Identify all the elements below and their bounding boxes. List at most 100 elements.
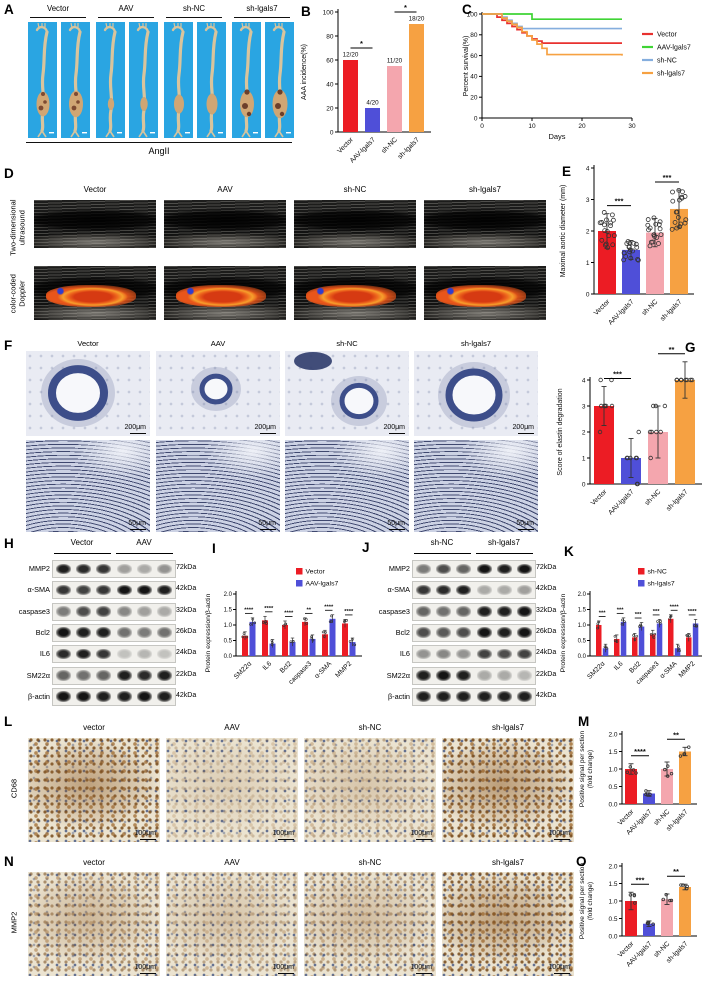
- data-point: [604, 217, 609, 223]
- y-axis-label: Positive signal per section: [579, 863, 586, 940]
- panel-B-content: 0 20 40 60 80 100 12/20 4/20 11/20 18/20 * * Vector A…: [296, 2, 460, 168]
- data-point: [649, 429, 654, 435]
- y-tick-label: 0.5: [224, 639, 233, 645]
- scale-bar-line: [278, 838, 294, 840]
- elastin-image: 50μm: [285, 440, 409, 532]
- blot-band: [76, 627, 91, 638]
- scale-bar-label: 100μm: [134, 964, 156, 971]
- column-title: AAV: [217, 185, 233, 194]
- blot-row-label: MMP2: [388, 564, 410, 573]
- aorta-drawing: [68, 22, 87, 138]
- data-point: [253, 621, 257, 625]
- sig-label: ***: [636, 875, 645, 884]
- panel-D-content: Two-dimensional ultrasound color-coded Dopp…: [4, 166, 556, 338]
- x-tick-label: sh-lgals7: [397, 136, 421, 160]
- data-point: [289, 640, 293, 643]
- data-point: [657, 219, 663, 225]
- ihc-stain-overlay: [166, 738, 298, 842]
- data-point: [635, 257, 641, 263]
- data-point: [644, 792, 648, 797]
- y-tick-label: 100: [323, 9, 334, 16]
- blot-band: [96, 670, 112, 681]
- bar: [387, 66, 402, 132]
- bar: [686, 637, 692, 656]
- y-tick-label: 2.0: [224, 592, 233, 598]
- blot-row-label: IL6: [39, 649, 50, 659]
- blot-band: [497, 670, 512, 681]
- panel-M: M 0.0 0.5 1.0 1.5 2.0 **** ** Vector AAV-lgals7 sh…: [576, 714, 702, 856]
- blot-strip: [52, 602, 176, 621]
- ihc-stain-overlay: [28, 738, 160, 842]
- blot-band: [157, 606, 173, 617]
- data-point: [685, 886, 689, 891]
- ihc-image: 100μm: [304, 738, 436, 842]
- x-tick-label: Bcl2: [628, 660, 642, 674]
- blot-row-label: caspase3: [18, 606, 50, 616]
- scale-bar-label: 200μm: [383, 424, 405, 431]
- blot-band: [157, 627, 173, 638]
- kda-label: 42kDa: [536, 691, 557, 699]
- y-axis-label: Positive signal per section: [579, 731, 586, 808]
- kda-label: 72kDa: [536, 564, 557, 571]
- data-point: [664, 892, 668, 897]
- survival-curve: [482, 13, 622, 21]
- bar: [409, 24, 424, 132]
- data-point: [677, 647, 681, 651]
- data-point: [634, 455, 639, 461]
- survival-curve: [482, 13, 622, 30]
- y-tick-label: 40: [326, 81, 334, 88]
- y-axis-label: (fold change): [587, 750, 594, 789]
- data-point: [685, 884, 689, 889]
- row-label: CD68: [9, 778, 19, 799]
- y-tick-label: 100: [467, 11, 478, 18]
- y-tick-label: 60: [326, 57, 334, 64]
- blot-band: [517, 627, 533, 638]
- blot-band: [456, 606, 472, 617]
- x-tick-label: sh-NC: [644, 488, 663, 507]
- x-tick-label: 10: [528, 123, 536, 130]
- data-point: [683, 217, 689, 223]
- blot-band: [137, 606, 152, 617]
- panel-H: H Vector AAV MMP2 72kDa α-SMA 42kDa caspase3 32k…: [4, 536, 204, 720]
- data-point: [674, 209, 680, 215]
- data-point: [668, 617, 672, 621]
- survival-curve: [482, 13, 623, 56]
- data-point: [636, 429, 641, 435]
- chart-C: 0 20 40 60 80 100 0 10 20 30 Days Percent survival(…: [463, 11, 691, 141]
- data-point: [666, 764, 670, 768]
- data-point: [627, 249, 633, 255]
- vessel-ring: [294, 352, 387, 426]
- bar: [302, 621, 308, 656]
- data-point: [656, 222, 662, 227]
- x-tick-label: IL6: [613, 660, 625, 672]
- sig-label: *: [360, 39, 363, 48]
- blot-band: [157, 584, 173, 596]
- blot-band: [415, 584, 431, 596]
- scale-bar-label: 100μm: [272, 964, 294, 971]
- panel-B: B 0 20 40 60 80 100 12/20 4/20 11/20 18/20 * * Vector…: [296, 2, 460, 168]
- data-point: [242, 632, 246, 635]
- blot-strip: [412, 645, 536, 664]
- x-tick-label: MMP2: [334, 660, 353, 679]
- x-tick-label: α-SMA: [313, 660, 333, 680]
- kda-label: 32kDa: [536, 606, 557, 614]
- data-point: [245, 635, 249, 639]
- blot-band: [137, 648, 152, 660]
- histology-image: 200μm: [285, 351, 409, 436]
- data-point: [610, 217, 616, 223]
- column-title: sh-lgals7: [491, 723, 524, 732]
- panel-F-content: Vector AAV sh-NC sh-lgals7 200μm 50μm 200μm 50μ…: [4, 338, 552, 536]
- y-axis-label: (fold change): [587, 882, 594, 921]
- blot-band: [456, 648, 472, 660]
- ihc-image: 100μm: [442, 738, 574, 842]
- data-point: [328, 620, 332, 623]
- doppler-image: [34, 266, 156, 320]
- bar: [622, 249, 640, 294]
- aorta-photo: [28, 22, 57, 138]
- legend-swatch: [296, 580, 303, 587]
- blot-band: [76, 584, 91, 596]
- histology-image: 200μm: [26, 351, 150, 436]
- data-point: [321, 630, 325, 634]
- bar: [242, 635, 248, 656]
- bar: [638, 626, 645, 656]
